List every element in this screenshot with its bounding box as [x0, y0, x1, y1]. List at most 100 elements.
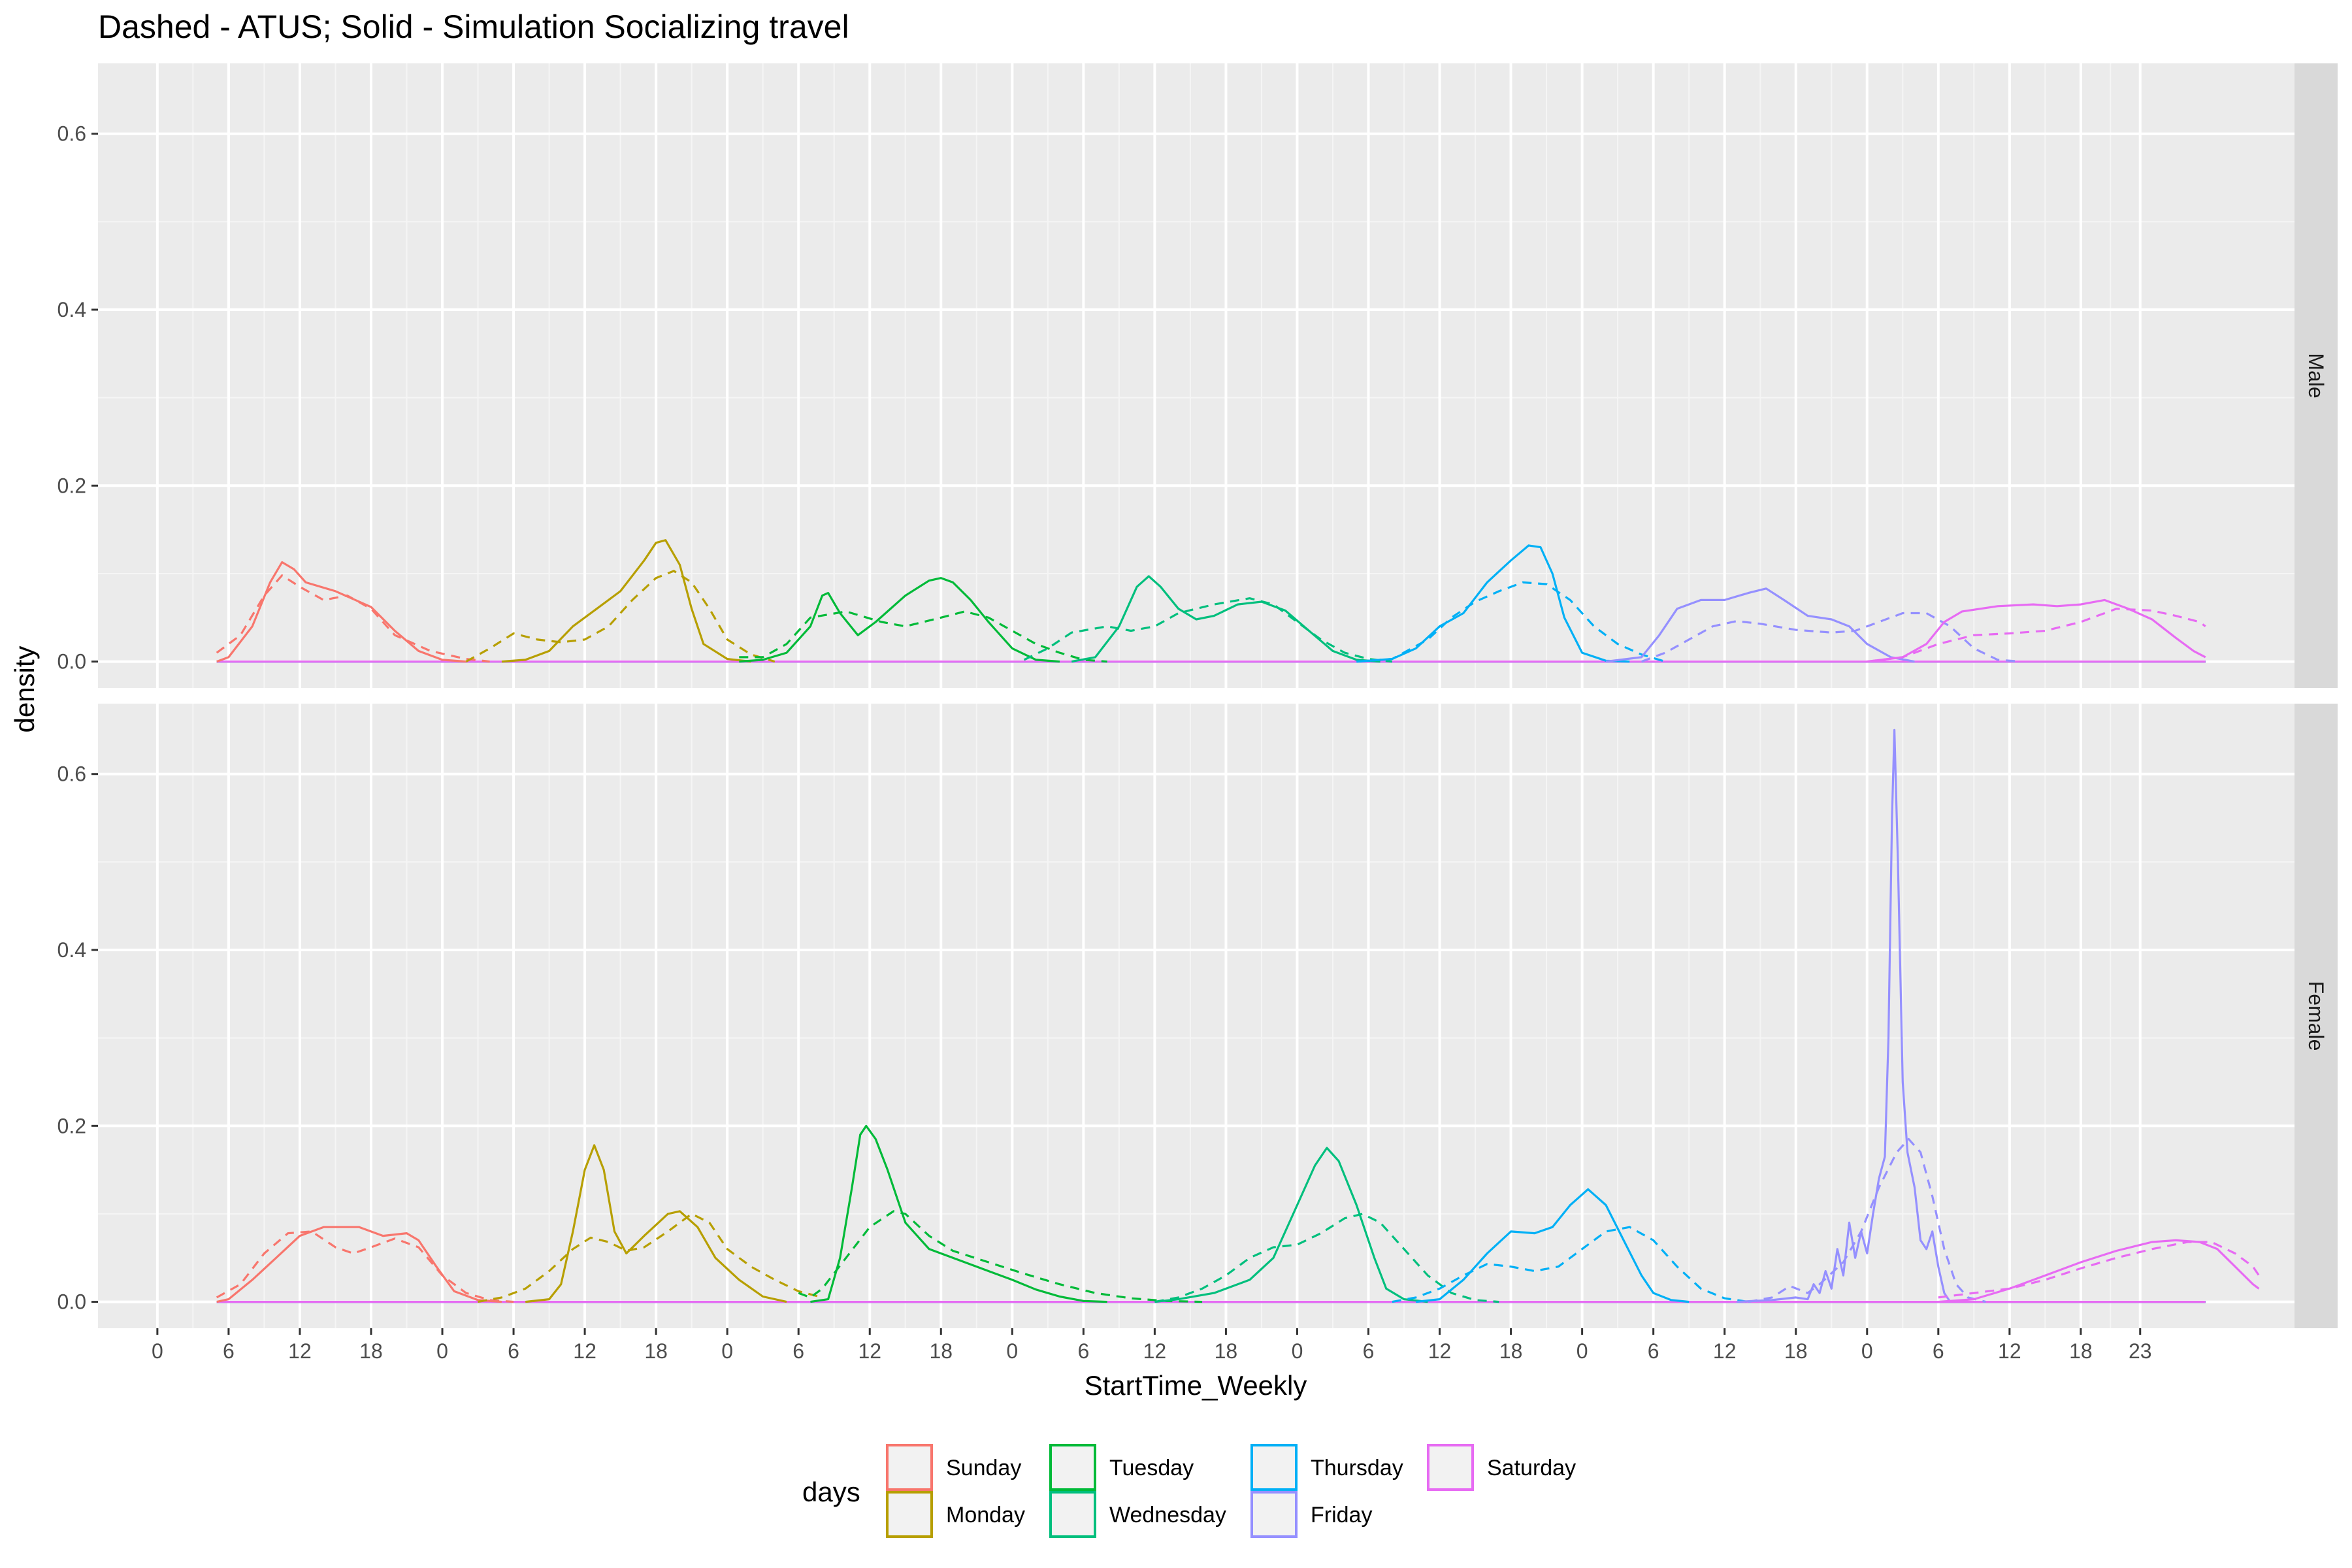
x-tick-label: 18: [929, 1339, 953, 1363]
series-atus-monday: [465, 570, 776, 663]
series-atus-wednesday: [1023, 597, 1393, 663]
legend-item-saturday: Saturday: [1427, 1444, 1576, 1491]
panel-background: [98, 63, 2295, 688]
facet-panel-female: 0.0 0.2 0.4 0.6 Female: [57, 704, 2338, 1328]
x-tick-label: 0: [1861, 1339, 1873, 1363]
x-tick-label: 12: [1998, 1339, 2021, 1363]
legend-item-wednesday: Wednesday: [1049, 1491, 1226, 1538]
legend-key: [1250, 1491, 1298, 1538]
x-tick-label: 12: [1143, 1339, 1167, 1363]
x-tick-label: 18: [359, 1339, 383, 1363]
facet-strip-label: Male: [2304, 353, 2328, 398]
legend-label: Monday: [946, 1503, 1025, 1527]
legend-label: Sunday: [946, 1456, 1021, 1480]
series-atus-friday: [1641, 612, 2022, 663]
series-atus-sunday: [216, 1230, 514, 1303]
x-tick-label: 23: [2129, 1339, 2152, 1363]
x-tick-label: 0: [1576, 1339, 1588, 1363]
legend-label: Saturday: [1487, 1456, 1576, 1480]
series-atus-thursday: [1392, 1226, 1749, 1303]
facet-strip: [2295, 704, 2338, 1328]
legend-key: [1250, 1444, 1298, 1491]
x-tick-label: 12: [858, 1339, 881, 1363]
panel-background: [98, 704, 2295, 1328]
series-sim-saturday: [1938, 1239, 2260, 1303]
legend-label: Thursday: [1311, 1456, 1403, 1480]
legend-item-monday: Monday: [886, 1491, 1025, 1538]
legend-key: [886, 1491, 933, 1538]
x-tick-label: 12: [288, 1339, 312, 1363]
x-tick-label: 18: [2069, 1339, 2093, 1363]
x-tick-label: 6: [1363, 1339, 1375, 1363]
legend-label: Wednesday: [1109, 1503, 1226, 1527]
legend-item-tuesday: Tuesday: [1049, 1444, 1194, 1491]
y-tick-label: 0.0: [57, 650, 86, 674]
legend-key: [1049, 1444, 1096, 1491]
x-tick-label: 6: [1077, 1339, 1089, 1363]
y-tick-label: 0.0: [57, 1290, 86, 1314]
series-sim-sunday: [216, 561, 466, 663]
x-tick-label: 18: [644, 1339, 668, 1363]
legend-key: [1427, 1444, 1474, 1491]
series-sim-thursday: [1416, 1188, 1690, 1303]
legend-item-friday: Friday: [1250, 1491, 1372, 1538]
series-atus-sunday: [216, 574, 490, 663]
series-atus-monday: [478, 1213, 823, 1303]
legend: days Sunday Monday Tuesday Wednesday Thursday…: [802, 1444, 1576, 1538]
y-tick-label: 0.6: [57, 762, 86, 786]
series-atus-tuesday: [739, 610, 1107, 663]
series-sim-friday: [1605, 587, 1915, 663]
series-atus-thursday: [1356, 581, 1666, 663]
legend-item-thursday: Thursday: [1250, 1444, 1403, 1491]
series-sim-friday: [1736, 728, 1952, 1303]
x-tick-label: 0: [152, 1339, 163, 1363]
series-sim-saturday: [1867, 598, 2206, 663]
x-tick-label: 18: [1784, 1339, 1808, 1363]
x-axis-title: StartTime_Weekly: [1085, 1370, 1307, 1401]
facet-strip-label: Female: [2304, 981, 2328, 1051]
y-tick-label: 0.2: [57, 474, 86, 497]
x-tick-label: 6: [792, 1339, 804, 1363]
series-atus-saturday: [1867, 608, 2206, 663]
facet-strip: [2295, 63, 2338, 688]
x-tick-label: 0: [1292, 1339, 1303, 1363]
x-tick-label: 18: [1215, 1339, 1238, 1363]
series-sim-tuesday: [810, 1124, 1107, 1303]
series-atus-wednesday: [1154, 1213, 1499, 1303]
legend-label: Tuesday: [1109, 1456, 1194, 1480]
series-sim-monday: [525, 1144, 787, 1303]
series-sim-wednesday: [1071, 575, 1380, 663]
y-tick-label: 0.4: [57, 938, 86, 962]
x-tick-label: 6: [223, 1339, 235, 1363]
series-atus-friday: [1748, 1137, 1986, 1303]
x-tick-label: 12: [1428, 1339, 1452, 1363]
legend-item-sunday: Sunday: [886, 1444, 1021, 1491]
facet-panel-male: 0.0 0.2 0.4 0.6 Male: [57, 63, 2338, 688]
legend-title: days: [802, 1477, 860, 1507]
x-tick-label: 12: [573, 1339, 596, 1363]
series-sim-wednesday: [1154, 1147, 1428, 1303]
x-axis: 0 6 12 18 0 6 12 18 0 6 12 18 0 6 12 18 0 6 12 18 0 6 12 18 0 6 12…: [152, 1328, 2152, 1363]
legend-label: Friday: [1311, 1503, 1372, 1527]
series-sim-thursday: [1356, 544, 1630, 663]
x-tick-label: 0: [436, 1339, 448, 1363]
x-tick-label: 0: [721, 1339, 733, 1363]
x-tick-label: 6: [1933, 1339, 1944, 1363]
facet-panels: 0.0 0.2 0.4 0.6 Male 0.0 0.2 0.4 0.6 Female 0 6 12 18…: [57, 63, 2338, 1363]
x-tick-label: 6: [508, 1339, 519, 1363]
y-tick-label: 0.2: [57, 1114, 86, 1137]
legend-key: [886, 1444, 933, 1491]
x-tick-label: 18: [1499, 1339, 1523, 1363]
x-tick-label: 0: [1006, 1339, 1018, 1363]
y-tick-label: 0.4: [57, 298, 86, 321]
series-sim-monday: [501, 539, 751, 663]
series-sim-tuesday: [739, 577, 1060, 663]
y-tick-label: 0.6: [57, 122, 86, 146]
series-atus-tuesday: [798, 1210, 1203, 1303]
series-sim-sunday: [216, 1226, 502, 1303]
chart-title: Dashed - ATUS; Solid - Simulation Social…: [98, 8, 849, 45]
x-tick-label: 6: [1648, 1339, 1659, 1363]
legend-key: [1049, 1491, 1096, 1538]
y-axis-title: density: [9, 645, 40, 732]
